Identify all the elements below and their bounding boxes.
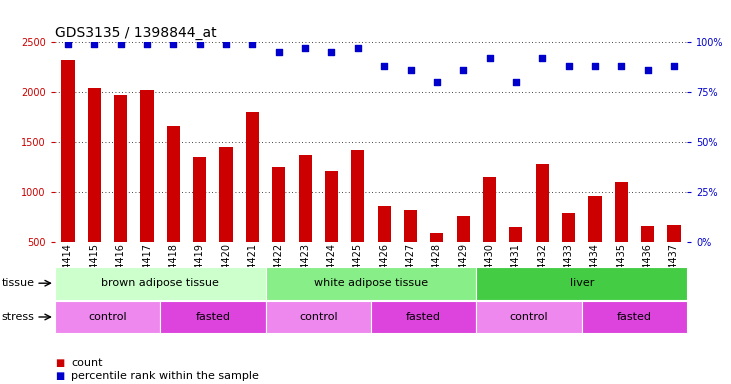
Text: white adipose tissue: white adipose tissue — [314, 278, 428, 288]
Bar — [272, 167, 285, 242]
Bar — [536, 164, 549, 242]
Point — [537, 55, 548, 61]
Point — [62, 41, 74, 47]
Point — [458, 67, 469, 73]
Point — [88, 41, 100, 47]
Bar — [61, 60, 75, 242]
Text: fasted: fasted — [195, 312, 230, 322]
Bar — [193, 157, 206, 242]
Text: ■: ■ — [55, 358, 64, 368]
Point — [141, 41, 153, 47]
Text: count: count — [71, 358, 102, 368]
Text: fasted: fasted — [406, 312, 442, 322]
Bar — [483, 177, 496, 242]
Point — [246, 41, 258, 47]
Text: GDS3135 / 1398844_at: GDS3135 / 1398844_at — [55, 26, 216, 40]
Bar — [378, 206, 391, 242]
Bar — [641, 226, 654, 242]
Point — [510, 79, 522, 85]
Text: fasted: fasted — [617, 312, 652, 322]
Text: liver: liver — [569, 278, 594, 288]
Point — [325, 49, 337, 55]
Text: ■: ■ — [55, 371, 64, 381]
Bar — [246, 112, 259, 242]
Bar — [667, 225, 681, 242]
Point — [167, 41, 179, 47]
Bar — [167, 126, 180, 242]
Point — [589, 63, 601, 69]
Bar — [404, 210, 417, 242]
Point — [379, 63, 390, 69]
Bar — [457, 216, 470, 242]
Bar — [298, 155, 311, 242]
Point — [668, 63, 680, 69]
Point — [299, 45, 311, 51]
Point — [115, 41, 126, 47]
Point — [484, 55, 496, 61]
Text: brown adipose tissue: brown adipose tissue — [102, 278, 219, 288]
Point — [563, 63, 575, 69]
Bar — [351, 150, 364, 242]
Point — [220, 41, 232, 47]
Point — [273, 49, 284, 55]
Bar — [88, 88, 101, 242]
Text: stress: stress — [1, 312, 34, 322]
Text: percentile rank within the sample: percentile rank within the sample — [71, 371, 259, 381]
Bar — [140, 90, 154, 242]
Point — [405, 67, 417, 73]
Point — [642, 67, 654, 73]
Bar — [431, 233, 444, 242]
Bar — [562, 213, 575, 242]
Bar — [114, 95, 127, 242]
Point — [352, 45, 363, 51]
Bar — [510, 227, 523, 242]
Bar — [588, 196, 602, 242]
Point — [431, 79, 443, 85]
Text: control: control — [510, 312, 548, 322]
Text: tissue: tissue — [1, 278, 34, 288]
Point — [194, 41, 205, 47]
Bar — [325, 171, 338, 242]
Bar — [219, 147, 232, 242]
Bar — [615, 182, 628, 242]
Text: control: control — [88, 312, 127, 322]
Text: control: control — [299, 312, 338, 322]
Point — [616, 63, 627, 69]
